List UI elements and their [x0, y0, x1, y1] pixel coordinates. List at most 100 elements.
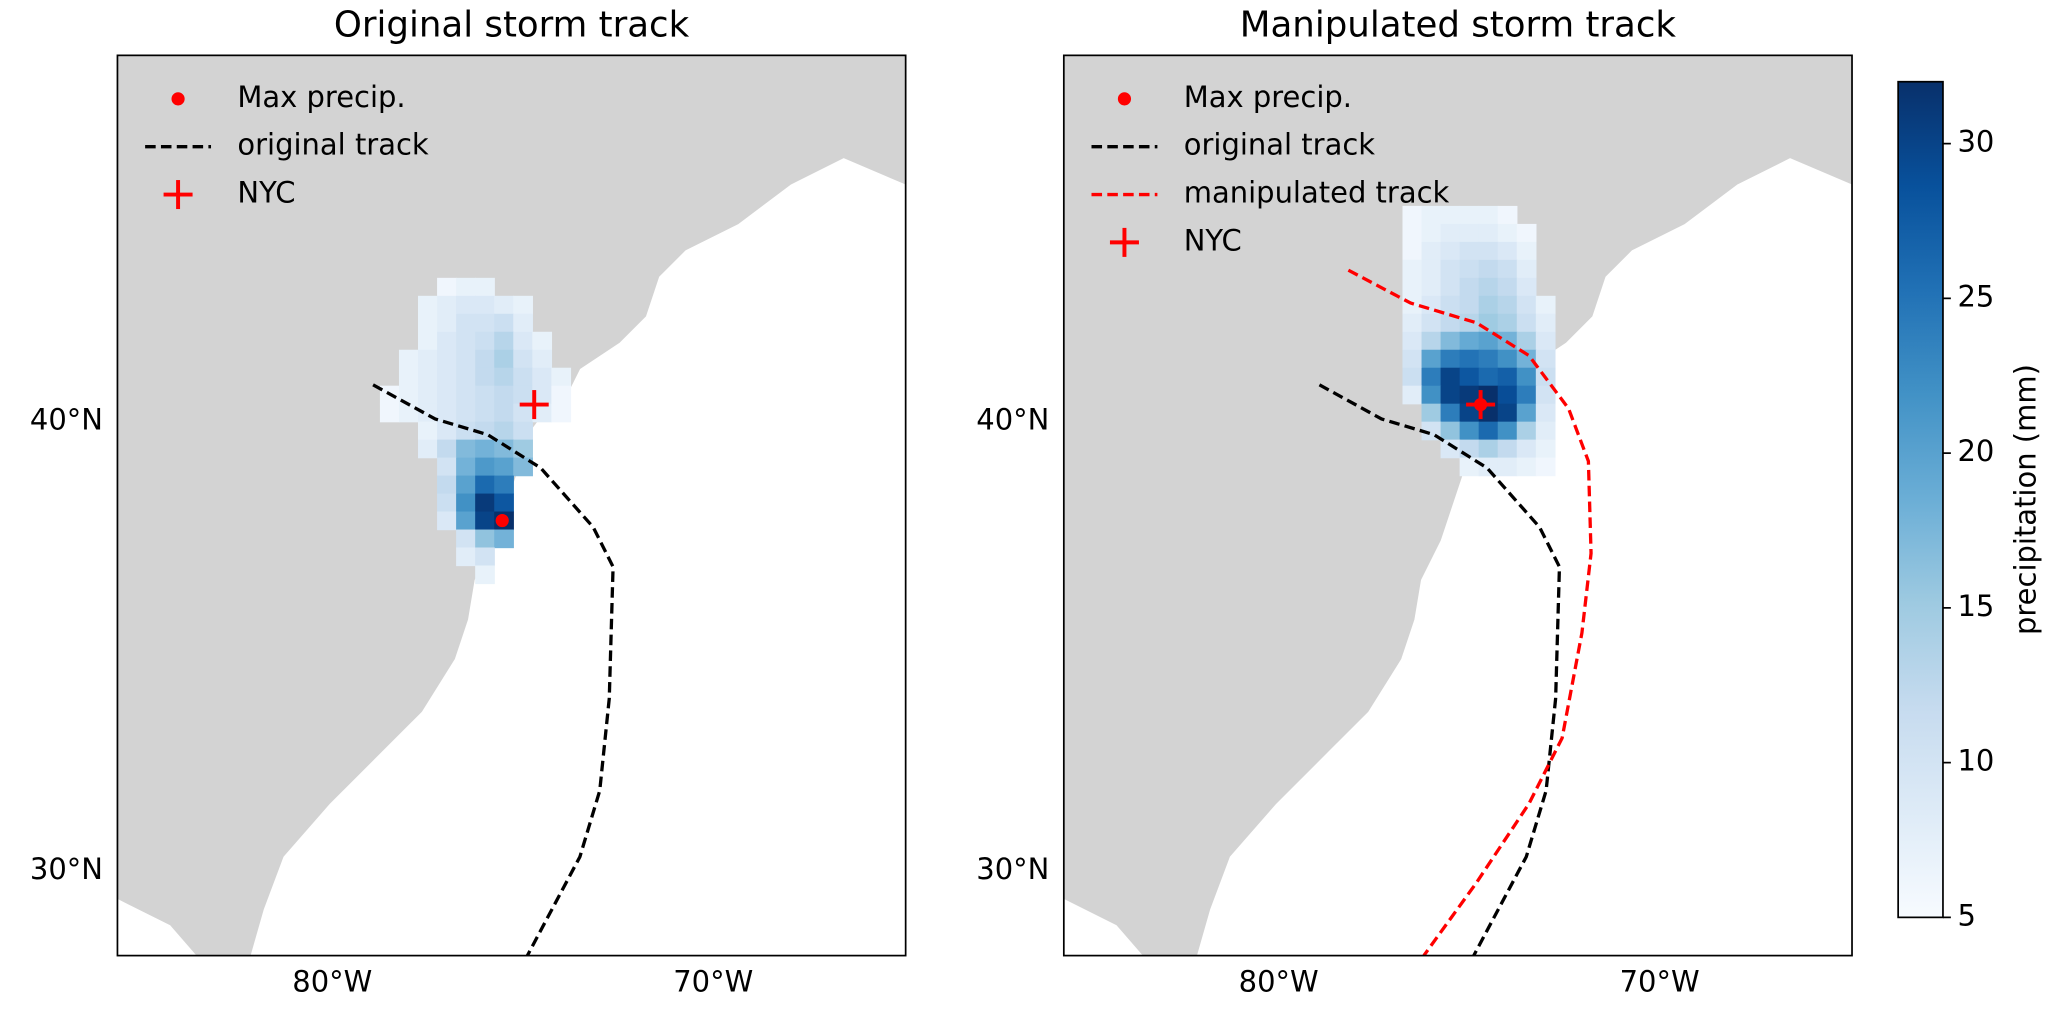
- precip-cell: [456, 457, 476, 477]
- precip-cell: [437, 295, 457, 315]
- precip-cell: [437, 421, 457, 441]
- precip-cell: [1440, 241, 1461, 261]
- precip-cell: [418, 367, 438, 387]
- precip-cell: [1478, 457, 1499, 477]
- precip-cell: [475, 529, 495, 549]
- precip-cell: [494, 529, 514, 549]
- precip-cell: [1516, 331, 1537, 351]
- precip-cell: [494, 385, 514, 405]
- precip-cell: [456, 349, 476, 369]
- precip-cell: [1516, 223, 1537, 243]
- precip-cell: [456, 295, 476, 315]
- precip-cell: [437, 439, 457, 459]
- precip-cell: [513, 331, 533, 351]
- precip-cell: [1478, 259, 1499, 279]
- plot-area: [372, 277, 615, 956]
- panel-frame: [116, 54, 907, 957]
- precip-cell: [475, 349, 495, 369]
- precip-cell: [494, 295, 514, 315]
- precip-cell: [475, 493, 495, 513]
- precip-cell: [494, 457, 514, 477]
- precip-cell: [1497, 313, 1518, 333]
- panel-title: Manipulated storm track: [1240, 4, 1677, 45]
- precip-cell: [551, 385, 572, 405]
- precip-cell: [1497, 205, 1518, 225]
- precip-cell: [475, 511, 495, 531]
- precip-cell: [1535, 313, 1556, 333]
- precip-cell: [398, 403, 419, 423]
- land: [1063, 55, 1853, 956]
- precip-cell: [437, 385, 457, 405]
- precip-cell: [1440, 223, 1461, 243]
- precip-cell: [418, 313, 438, 333]
- precip-cell: [437, 313, 457, 333]
- precip-cell: [1402, 331, 1423, 351]
- precip-cell: [1535, 295, 1556, 315]
- precip-cell: [1459, 457, 1480, 477]
- precip-cell: [551, 367, 572, 387]
- precip-cell: [1459, 313, 1480, 333]
- precip-cell: [1516, 277, 1537, 297]
- legend-marker: [1117, 92, 1132, 106]
- precip-cell: [1459, 223, 1480, 243]
- precip-cell: [1497, 385, 1518, 405]
- precip-cell: [513, 457, 533, 477]
- precip-cell: [1402, 313, 1423, 333]
- precip-cell: [437, 403, 457, 423]
- precip-cell: [1478, 241, 1499, 261]
- legend-label: Max precip.: [237, 80, 405, 114]
- precip-cell: [1497, 421, 1518, 441]
- precip-cell: [1535, 421, 1556, 441]
- precip-cell: [551, 403, 572, 423]
- precip-cell: [437, 511, 457, 531]
- precip-cell: [532, 349, 553, 369]
- precip-cell: [494, 403, 514, 423]
- precip-cell: [456, 367, 476, 387]
- colorbar: [1897, 80, 1944, 919]
- precip-cell: [456, 313, 476, 333]
- legend-label: manipulated track: [1184, 176, 1450, 210]
- precip-cell: [398, 367, 419, 387]
- nyc-marker: [1466, 390, 1496, 420]
- precip-cell: [1516, 313, 1537, 333]
- precip-cell: [532, 367, 553, 387]
- precip-cell: [1478, 331, 1499, 351]
- precip-cell: [475, 457, 495, 477]
- precip-cell: [1478, 439, 1499, 459]
- precip-cell: [1421, 367, 1442, 387]
- precip-cell: [456, 493, 476, 513]
- precip-cell: [1516, 457, 1537, 477]
- nyc-marker: [519, 390, 549, 420]
- precip-cell: [1402, 277, 1423, 297]
- precip-cell: [456, 385, 476, 405]
- panel-title: Original storm track: [334, 4, 690, 45]
- colorbar-tick-label: 20: [1957, 434, 1994, 468]
- precip-cell: [475, 385, 495, 405]
- precip-cell: [1402, 349, 1423, 369]
- precip-cell: [1459, 241, 1480, 261]
- precip-cell: [1402, 367, 1423, 387]
- precip-cell: [1440, 313, 1461, 333]
- precip-cell: [1440, 331, 1461, 351]
- precip-cell: [494, 439, 514, 459]
- precip-cell: [418, 439, 438, 459]
- colorbar-tick-label: 25: [1957, 279, 1994, 313]
- precip-cell: [513, 349, 533, 369]
- precip-cell: [475, 367, 495, 387]
- precip-cell: [418, 385, 438, 405]
- precip-cell: [1497, 349, 1518, 369]
- precip-cell: [1440, 277, 1461, 297]
- precip-cell: [1402, 205, 1423, 225]
- precip-cell: [1535, 403, 1556, 423]
- precip-cell: [1459, 403, 1480, 423]
- precip-cell: [1478, 367, 1499, 387]
- precip-cell: [1421, 259, 1442, 279]
- colorbar-label: precipitation (mm): [2008, 364, 2042, 635]
- precip-cell: [1516, 421, 1537, 441]
- precip-cell: [1440, 259, 1461, 279]
- precip-cell: [1459, 259, 1480, 279]
- storm-track: [1347, 268, 1593, 956]
- precip-cell: [475, 277, 495, 297]
- precip-cell: [1459, 205, 1480, 225]
- precip-cell: [1478, 277, 1499, 297]
